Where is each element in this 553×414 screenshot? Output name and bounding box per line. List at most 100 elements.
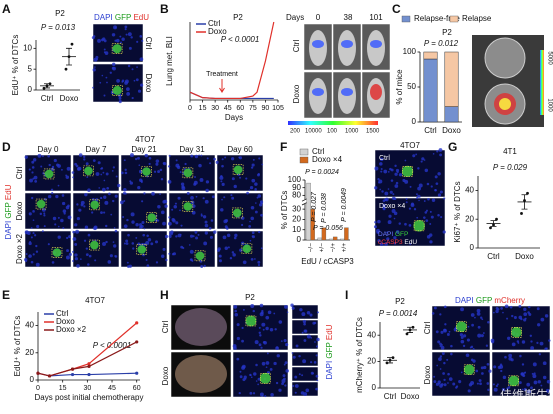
nucleus xyxy=(51,165,55,169)
nucleus xyxy=(470,313,475,317)
nucleus xyxy=(120,41,123,44)
stain-legend: DAPI GFP EdU xyxy=(4,184,13,239)
nucleus xyxy=(101,187,106,192)
nucleus xyxy=(438,357,442,361)
nucleus xyxy=(155,159,160,163)
nucleus xyxy=(448,330,451,333)
nucleus xyxy=(460,339,465,344)
nucleus xyxy=(139,178,143,182)
nucleus xyxy=(194,230,198,234)
nucleus xyxy=(533,372,536,375)
nucleus xyxy=(143,227,146,230)
nucleus xyxy=(41,207,46,212)
nucleus xyxy=(395,168,400,173)
nucleus xyxy=(301,312,306,317)
chart-title: P2 xyxy=(55,9,65,18)
nucleus xyxy=(260,311,264,315)
nucleus xyxy=(143,192,146,195)
nucleus xyxy=(285,369,289,373)
panel-title: 4TO7 xyxy=(135,135,155,144)
nucleus xyxy=(487,388,490,392)
inset-box xyxy=(141,166,152,177)
nucleus xyxy=(250,304,255,308)
nucleus xyxy=(249,220,251,223)
nucleus xyxy=(31,171,34,174)
nucleus xyxy=(504,355,507,359)
nucleus xyxy=(162,247,166,251)
nucleus xyxy=(284,304,288,309)
row-label: Doxo xyxy=(161,366,170,385)
nucleus xyxy=(77,166,82,171)
nucleus xyxy=(65,236,69,240)
nucleus xyxy=(124,171,128,175)
nucleus xyxy=(123,188,127,192)
nucleus xyxy=(435,182,439,186)
nucleus xyxy=(310,371,314,375)
nucleus xyxy=(476,308,481,313)
nucleus xyxy=(43,225,46,228)
nucleus xyxy=(276,354,280,358)
legend-label: Relapse-free xyxy=(414,14,460,23)
nucleus xyxy=(136,40,139,43)
nucleus xyxy=(254,258,256,260)
row-label: Ctrl xyxy=(423,322,432,335)
error-bar xyxy=(387,357,393,364)
nucleus xyxy=(291,352,294,354)
nucleus xyxy=(105,172,109,176)
nucleus xyxy=(95,58,99,61)
nucleus xyxy=(315,354,318,357)
nucleus xyxy=(264,395,267,398)
nucleus xyxy=(68,235,72,239)
nucleus xyxy=(416,193,418,196)
nucleus xyxy=(241,326,244,330)
legend-label: Ctrl xyxy=(312,147,325,156)
column-label: Day 21 xyxy=(131,145,157,154)
nucleus xyxy=(373,225,378,229)
panel-label: I xyxy=(345,288,348,302)
error-bar xyxy=(490,220,497,227)
nucleus xyxy=(222,235,227,240)
row-label: Doxo xyxy=(292,84,301,103)
error-bar xyxy=(66,47,72,66)
nucleus xyxy=(41,230,44,233)
nucleus xyxy=(134,157,138,161)
nucleus xyxy=(30,236,33,239)
nucleus xyxy=(529,334,532,337)
nucleus xyxy=(257,377,261,381)
nucleus xyxy=(528,312,532,316)
nucleus xyxy=(72,237,77,241)
nucleus xyxy=(418,183,423,188)
nucleus xyxy=(470,345,474,349)
nucleus xyxy=(139,225,143,229)
nucleus xyxy=(126,92,131,96)
nucleus xyxy=(200,265,204,268)
nucleus xyxy=(316,311,319,314)
nucleus xyxy=(444,323,447,326)
nucleus xyxy=(164,234,169,239)
y-axis-label: Lung met. BLI xyxy=(165,36,174,86)
nucleus xyxy=(429,210,432,213)
x-tick-label: 45 xyxy=(224,105,232,112)
nucleus xyxy=(115,175,118,178)
nucleus xyxy=(239,176,242,179)
nucleus xyxy=(221,198,223,201)
nucleus xyxy=(471,323,474,327)
nucleus xyxy=(125,239,129,243)
nucleus xyxy=(181,186,186,191)
nucleus xyxy=(202,197,205,200)
x-tick-label: Ctrl xyxy=(487,252,500,261)
inset-box xyxy=(463,364,475,375)
nucleus xyxy=(480,366,484,370)
nucleus xyxy=(275,346,279,351)
nucleus xyxy=(30,227,33,229)
bar-segment xyxy=(423,58,438,123)
nucleus xyxy=(536,341,539,344)
nucleus xyxy=(452,382,456,386)
nucleus xyxy=(374,221,377,224)
nucleus xyxy=(61,168,63,171)
nucleus xyxy=(416,216,419,219)
cell xyxy=(508,375,520,387)
y-tick-label: 0 xyxy=(297,235,302,244)
panel-title: P2 xyxy=(245,293,255,302)
nucleus xyxy=(31,166,35,169)
